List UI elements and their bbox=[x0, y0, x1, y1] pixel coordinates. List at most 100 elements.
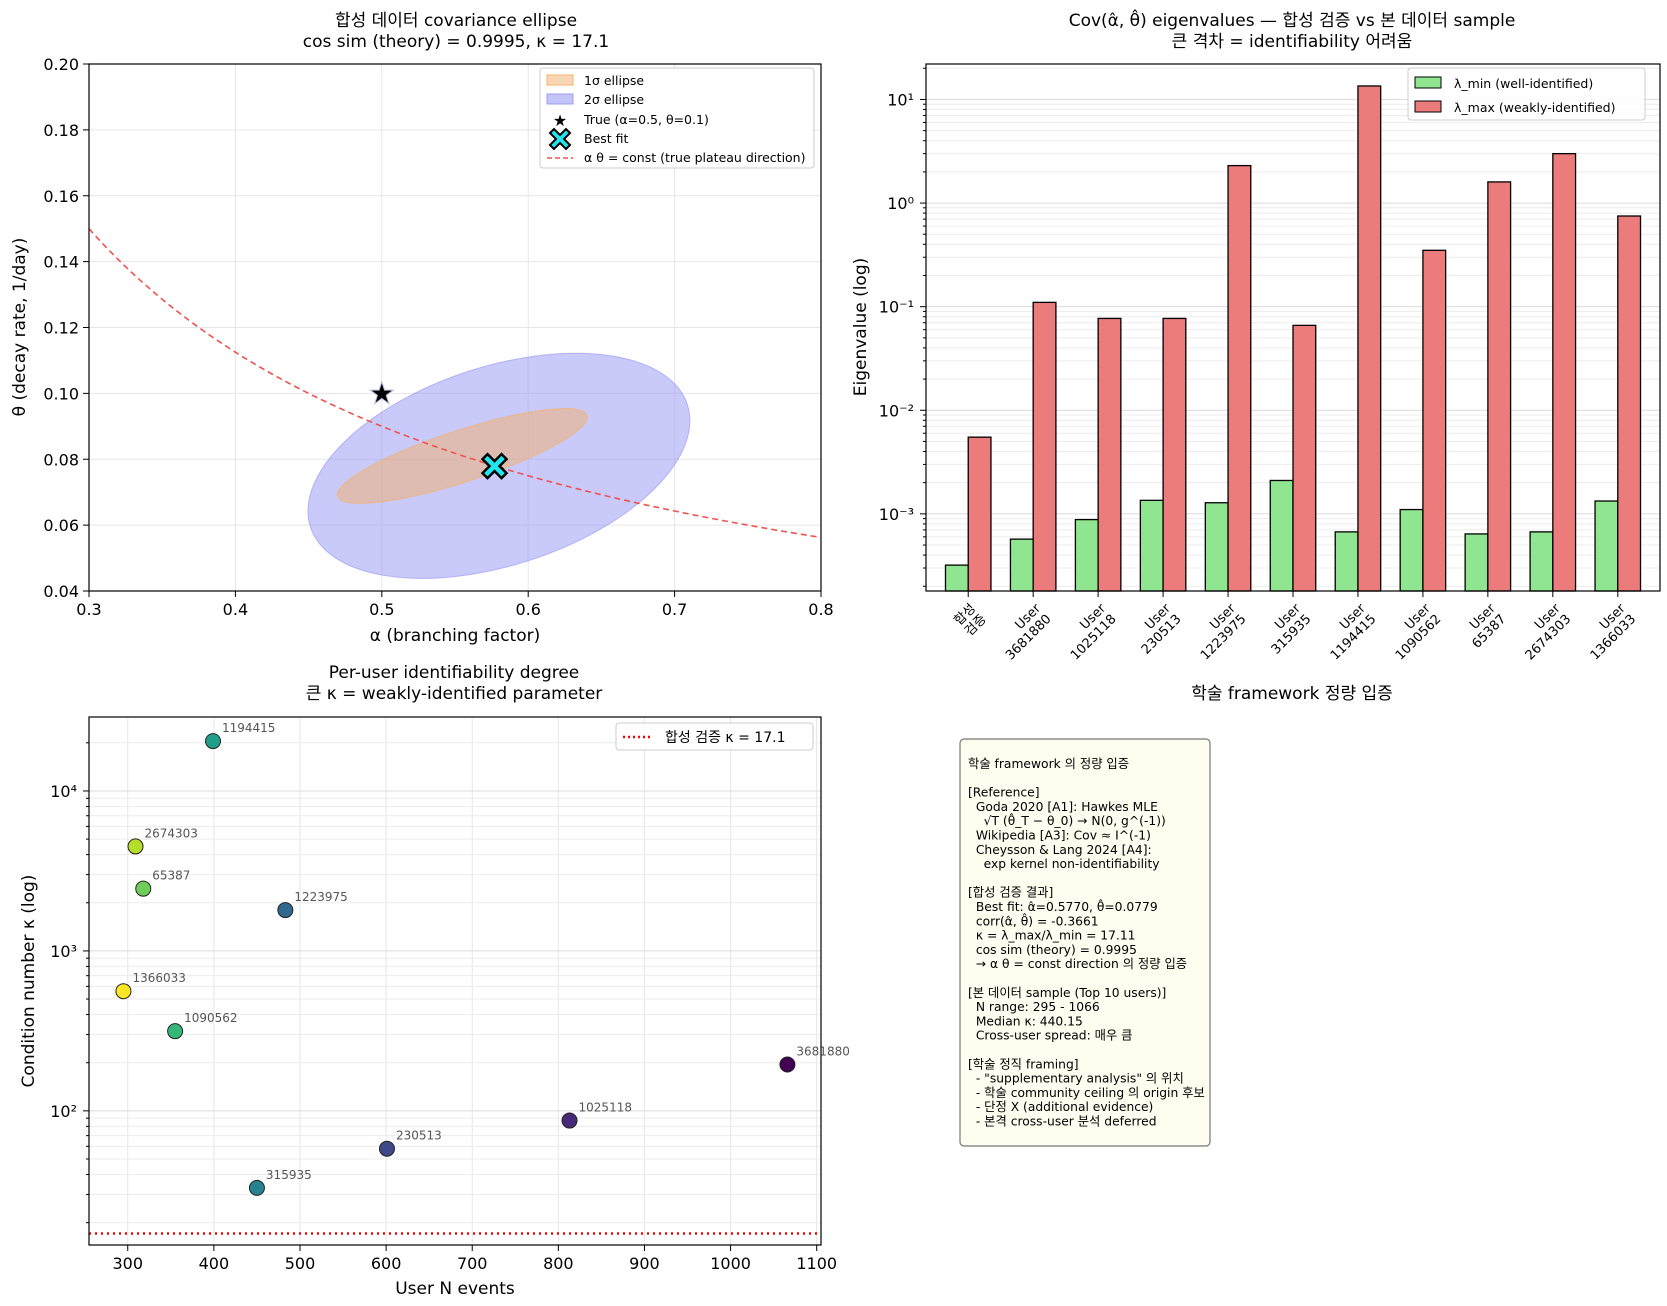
user-point bbox=[277, 902, 294, 919]
x-tick-label: 0.4 bbox=[223, 600, 248, 619]
cond-x-label: User N events bbox=[395, 1279, 515, 1299]
notes-panel: 학술 framework 의 정량 입증 [Reference] Goda 202… bbox=[959, 738, 1211, 1147]
notes-line: N range: 295 - 1066 bbox=[968, 1000, 1100, 1014]
notes-line: → α θ = const direction 의 정량 입증 bbox=[968, 957, 1187, 971]
notes-line: [합성 검증 결과] bbox=[968, 886, 1053, 900]
x-tick-label: 0.8 bbox=[808, 600, 833, 619]
cond-panel: Per-user identifiability degree 큰 κ = we… bbox=[19, 663, 850, 1299]
y-tick-label: 10⁻¹ bbox=[879, 298, 914, 317]
y-tick-label: 10² bbox=[50, 1102, 77, 1121]
notes-text: 학술 framework 의 정량 입증 [Reference] Goda 202… bbox=[968, 757, 1205, 1129]
eigen-bars bbox=[944, 85, 1642, 592]
x-tick-label: 1000 bbox=[710, 1254, 751, 1273]
user-point bbox=[167, 1023, 184, 1040]
lambda-max-bar bbox=[1292, 324, 1317, 592]
cond-plot-area: 1194415 2674303 65387 1223975 1366033 1090562… bbox=[89, 721, 850, 1235]
eigen-y-label: Eigenvalue (log) bbox=[851, 258, 871, 397]
eigen-legend-box bbox=[1407, 67, 1646, 121]
legend-lambda-max-label: λ_max (weakly-identified) bbox=[1454, 100, 1615, 115]
legend-star-icon: ★ bbox=[553, 111, 567, 130]
legend-lambda-max-swatch bbox=[1414, 100, 1442, 113]
user-point bbox=[248, 1179, 265, 1196]
eigen-y-ticks: 10¹ 10⁰ 10⁻¹ 10⁻² 10⁻³ bbox=[879, 67, 926, 587]
user-point-label: 230513 bbox=[396, 1129, 442, 1143]
user-point bbox=[378, 1140, 395, 1157]
ellipse-plot-area: ★★ bbox=[88, 228, 822, 579]
user-point-label: 1366033 bbox=[132, 971, 185, 985]
y-tick-label: 0.04 bbox=[43, 582, 79, 601]
ellipse-title-line2: cos sim (theory) = 0.9995, κ = 17.1 bbox=[303, 32, 609, 52]
y-tick-label: 10⁰ bbox=[887, 194, 914, 213]
notes-line: √T (θ̂_T − θ_0) → N(0, g^(-1)) bbox=[968, 812, 1166, 828]
notes-line: [학술 정직 framing] bbox=[968, 1057, 1079, 1071]
x-tick-label: 0.3 bbox=[76, 600, 101, 619]
cond-x-ticks: 300 400 500 600 700 800 900 1000 1100 bbox=[112, 1245, 837, 1273]
user-point bbox=[205, 733, 222, 750]
lambda-min-bar bbox=[1139, 499, 1164, 592]
notes-line: Cross-user spread: 매우 큼 bbox=[968, 1029, 1133, 1043]
user-point bbox=[127, 838, 144, 855]
notes-line: Median κ: 440.15 bbox=[968, 1014, 1083, 1028]
legend-lambda-min-swatch bbox=[1414, 76, 1442, 89]
x-tick-label: 800 bbox=[543, 1254, 574, 1273]
notes-line: - "supplementary analysis" 의 위치 bbox=[968, 1072, 1184, 1086]
x-tick-label: 300 bbox=[112, 1254, 143, 1273]
ellipse-legend: 1σ ellipse 2σ ellipse ★ True (α=0.5, θ=0… bbox=[539, 67, 815, 169]
lambda-max-bar bbox=[1162, 317, 1187, 592]
y-tick-label: 0.14 bbox=[43, 253, 79, 272]
y-tick-label: 0.10 bbox=[43, 384, 79, 403]
user-point-label: 65387 bbox=[152, 869, 190, 883]
y-tick-label: 10⁻³ bbox=[879, 505, 914, 524]
legend-lambda-min-label: λ_min (well-identified) bbox=[1454, 76, 1593, 91]
best-fit-marker bbox=[480, 452, 509, 480]
ellipse-x-label: α (branching factor) bbox=[370, 626, 540, 646]
x-tick-label: 500 bbox=[285, 1254, 316, 1273]
lambda-max-bar bbox=[1487, 181, 1512, 592]
x-tick-label: 0.5 bbox=[369, 600, 394, 619]
notes-line: exp kernel non-identifiability bbox=[968, 857, 1160, 871]
notes-line: Cheysson & Lang 2024 [A4]: bbox=[968, 843, 1152, 857]
legend-true-label: True (α=0.5, θ=0.1) bbox=[583, 112, 709, 127]
lambda-max-bar bbox=[1097, 317, 1122, 592]
y-tick-label: 10⁻² bbox=[879, 401, 914, 420]
lambda-min-bar bbox=[1594, 500, 1619, 592]
eigen-title-line2: 큰 격차 = identifiability 어려움 bbox=[1172, 32, 1413, 52]
legend-bestfit-label: Best fit bbox=[584, 131, 629, 146]
notes-line: Wikipedia [A3]: Cov ≈ I^(-1) bbox=[968, 829, 1151, 843]
legend-2sigma-swatch bbox=[546, 93, 574, 105]
x-tick-label: 1100 bbox=[796, 1254, 837, 1273]
lambda-min-bar bbox=[1074, 518, 1099, 592]
lambda-min-bar bbox=[944, 564, 969, 592]
ellipse-x-ticks: 0.3 0.4 0.5 0.6 0.7 0.8 bbox=[76, 591, 834, 619]
eigen-legend: λ_min (well-identified) λ_max (weakly-id… bbox=[1407, 67, 1646, 121]
user-point bbox=[115, 983, 132, 1000]
ellipse-y-ticks: 0.04 0.06 0.08 0.10 0.12 0.14 0.16 0.18 0.20 bbox=[43, 55, 89, 601]
y-tick-label: 0.06 bbox=[43, 516, 79, 535]
true-point-star-outline: ★ bbox=[368, 376, 395, 411]
notes-line: [Reference] bbox=[968, 786, 1040, 800]
lambda-min-bar bbox=[1334, 531, 1359, 592]
lambda-min-bar bbox=[1204, 502, 1229, 592]
lambda-min-bar bbox=[1529, 531, 1554, 592]
user-point-label: 315935 bbox=[266, 1168, 312, 1182]
legend-1sigma-label: 1σ ellipse bbox=[584, 73, 644, 88]
cond-axes-frame bbox=[88, 716, 822, 1246]
user-point-label: 3681880 bbox=[796, 1044, 849, 1058]
legend-1sigma-swatch bbox=[546, 74, 574, 86]
lambda-min-bar bbox=[1009, 538, 1034, 592]
lambda-min-bar bbox=[1269, 479, 1294, 592]
lambda-min-bar bbox=[1399, 508, 1424, 592]
notes-line: - 단정 X (additional evidence) bbox=[968, 1100, 1153, 1114]
notes-line: Best fit: α̂=0.5770, θ̂=0.0779 bbox=[968, 898, 1158, 914]
ellipse-title-line1: 합성 데이터 covariance ellipse bbox=[335, 11, 577, 31]
legend-2sigma-label: 2σ ellipse bbox=[584, 92, 644, 107]
